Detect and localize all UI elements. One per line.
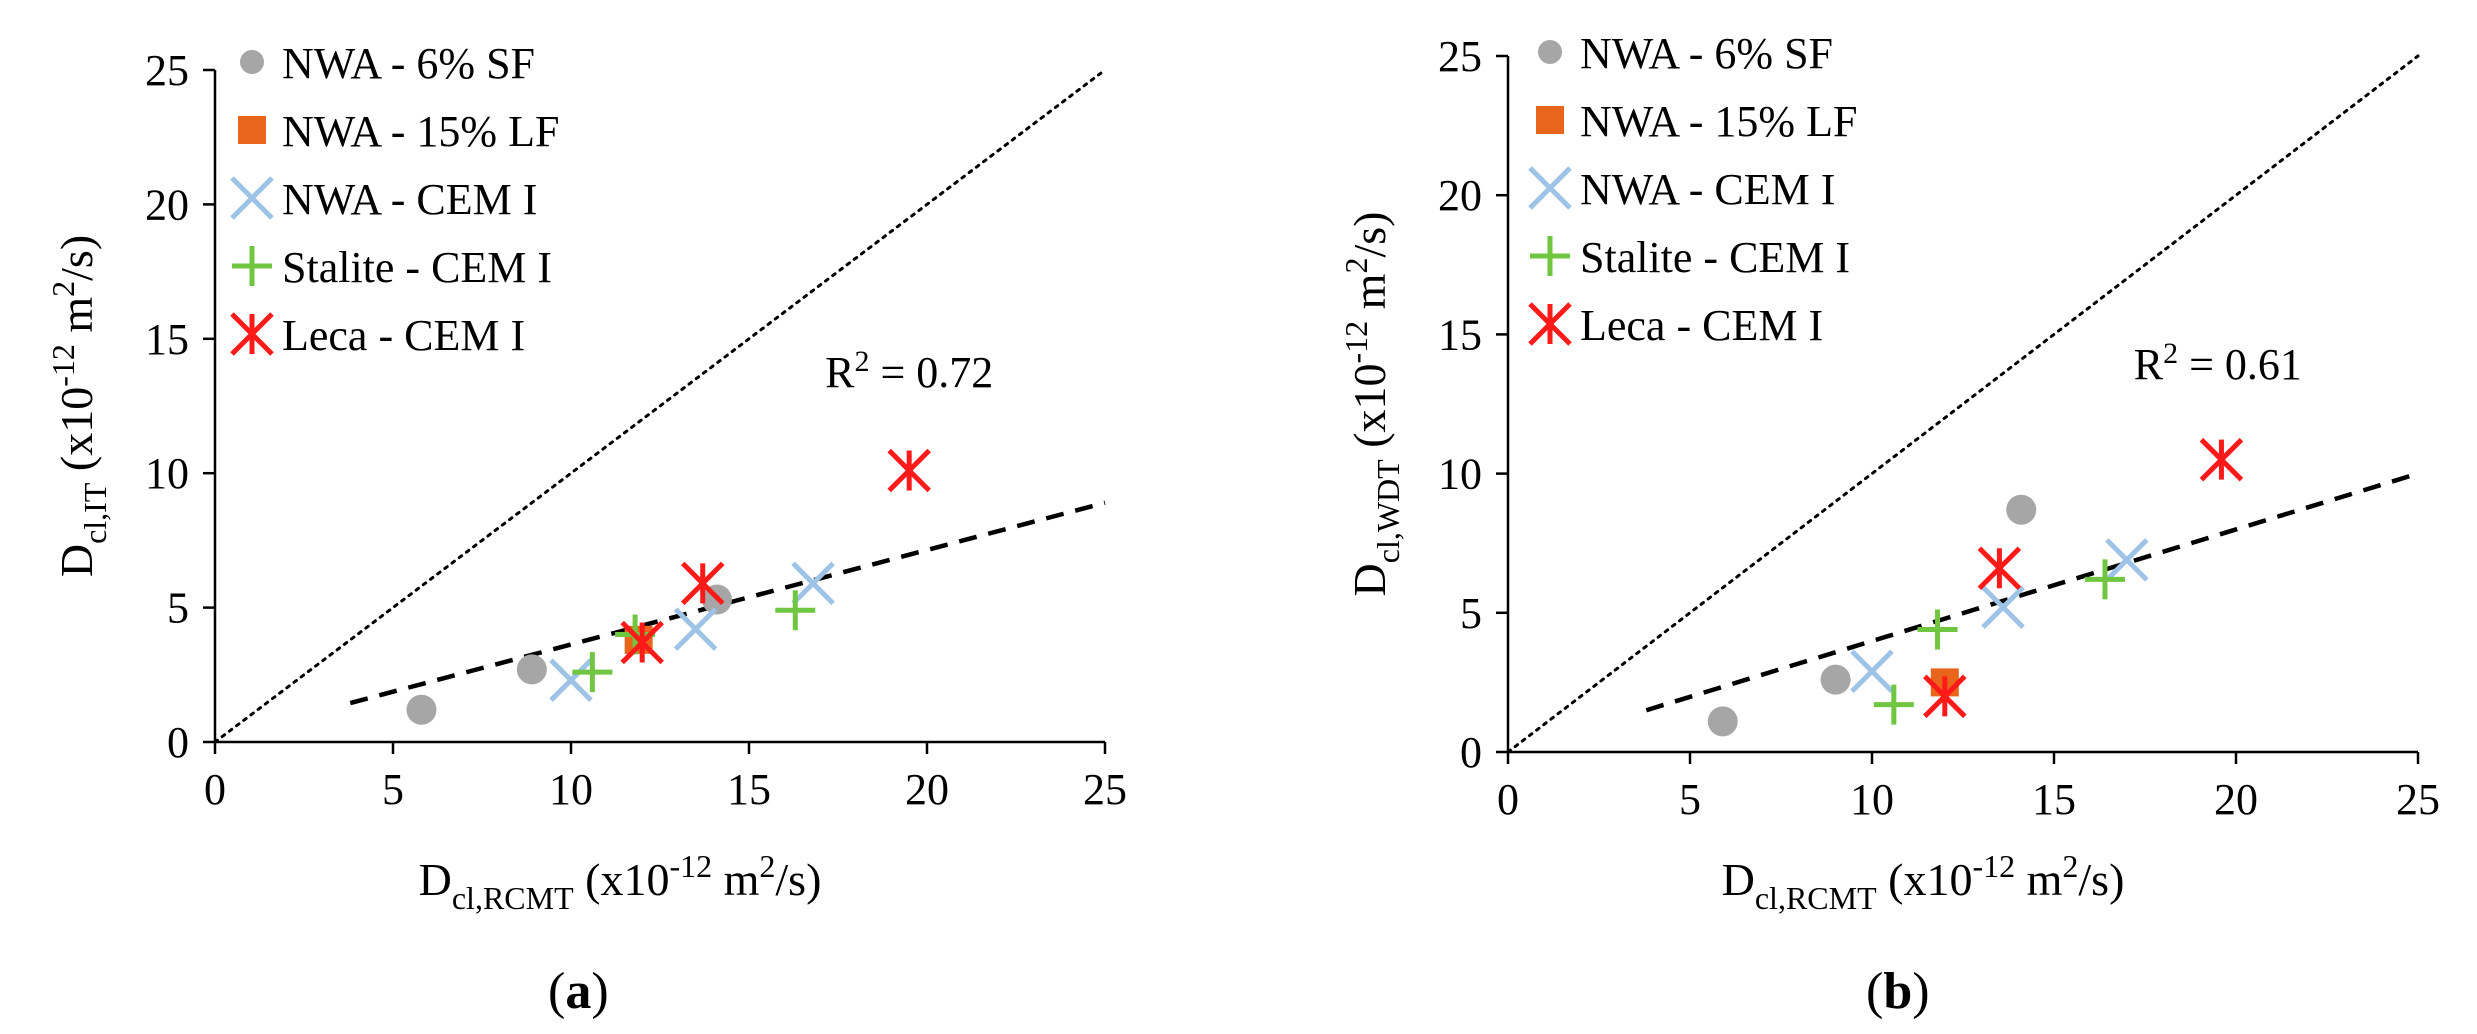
x-tick-label: 20 — [2214, 775, 2258, 824]
series-star-a — [620, 448, 931, 665]
legend-marker — [240, 50, 264, 74]
legend-entry-2: NWA - CEM I — [230, 175, 537, 224]
legend-label: Leca - CEM I — [282, 311, 525, 360]
legend-marker — [1528, 166, 1572, 210]
x-tick-label: 5 — [382, 765, 404, 814]
data-point — [1923, 674, 1967, 719]
y-tick-label: 15 — [1438, 310, 1482, 359]
data-point — [673, 607, 718, 651]
legend-marker — [238, 116, 266, 144]
legend-label: NWA - 6% SF — [1580, 29, 1833, 78]
trend-line-b — [1645, 471, 2419, 713]
legend-marker — [230, 176, 274, 220]
series-x-a — [549, 561, 835, 702]
legend-entry-3: Stalite - CEM I — [232, 243, 552, 292]
y-tick-label: 10 — [145, 449, 189, 498]
y-tick-label: 20 — [1438, 171, 1482, 220]
data-point — [1850, 649, 1894, 694]
data-point — [2084, 559, 2125, 600]
x-tick-label: 25 — [1083, 765, 1127, 814]
y-tick-label: 0 — [167, 718, 189, 767]
data-point — [1873, 684, 1914, 725]
y-tick-label: 10 — [1438, 450, 1482, 499]
y-tick-label: 25 — [1438, 32, 1482, 81]
data-point — [1977, 546, 2022, 591]
legend-entry-2: NWA - CEM I — [1528, 165, 1835, 214]
data-point — [1820, 664, 1851, 695]
x-tick-label: 0 — [204, 765, 226, 814]
legend-entry-1: NWA - 15% LF — [1536, 97, 1857, 146]
x-tick-label: 25 — [2396, 775, 2440, 824]
data-point — [775, 590, 816, 631]
y-tick-label: 0 — [1460, 728, 1482, 777]
x-tick-label: 20 — [905, 765, 949, 814]
x-tick-label: 5 — [1679, 775, 1701, 824]
data-point — [2199, 437, 2244, 482]
legend-entry-4: Leca - CEM I — [230, 311, 525, 360]
scatter-chart-b: 0 5 10 15 20 25 0 5 10 15 20 25 NWA - 6% SF NWA - 15%… — [1338, 29, 2440, 916]
legend-label: NWA - 15% LF — [1580, 97, 1857, 146]
data-point — [1917, 609, 1958, 650]
legend-entry-3: Stalite - CEM I — [1530, 233, 1850, 282]
chart-panel-a: 0 5 10 15 20 25 0 5 10 15 20 25 NWA - 6% SF NWA - 15%… — [0, 0, 1238, 1034]
data-point — [680, 561, 725, 606]
x-tick-label: 10 — [1850, 775, 1894, 824]
series-plus-b — [1873, 559, 2125, 725]
legend-marker — [1528, 302, 1572, 346]
series-star-b — [1923, 437, 2244, 719]
x-tick-label: 0 — [1497, 775, 1519, 824]
series-plus-a — [572, 590, 816, 693]
legend-label: NWA - CEM I — [1580, 165, 1835, 214]
r-squared-annotation-a: R2 = 0.72 — [825, 345, 993, 397]
series-circle-a — [406, 584, 732, 725]
y-tick-label: 5 — [1460, 589, 1482, 638]
legend-label: NWA - 15% LF — [282, 107, 559, 156]
data-point — [2006, 494, 2037, 525]
legend-entry-0: NWA - 6% SF — [240, 39, 535, 88]
legend-entry-1: NWA - 15% LF — [238, 107, 559, 156]
x-tick-label: 15 — [2032, 775, 2076, 824]
y-tick-label: 25 — [145, 46, 189, 95]
legend-label: Leca - CEM I — [1580, 301, 1823, 350]
scatter-chart-a: 0 5 10 15 20 25 0 5 10 15 20 25 NWA - 6% SF NWA - 15%… — [45, 39, 1127, 916]
x-tick-label: 15 — [727, 765, 771, 814]
data-point — [791, 561, 835, 606]
legend-marker — [1538, 40, 1562, 64]
panel-caption-b: (b) — [1866, 963, 1930, 1020]
data-point — [887, 448, 931, 493]
data-point — [2105, 538, 2149, 582]
reference-line-b — [1506, 54, 2420, 754]
legend-marker — [1530, 236, 1570, 276]
x-axis-label-a: Dcl,RCMT (x10-12 m2/s) — [419, 848, 822, 916]
legend-marker — [232, 246, 272, 286]
legend-entry-0: NWA - 6% SF — [1538, 29, 1833, 78]
y-tick-label: 5 — [167, 584, 189, 633]
x-tick-label: 10 — [549, 765, 593, 814]
legend-marker — [230, 312, 274, 356]
data-point — [549, 658, 593, 702]
data-point — [406, 694, 437, 725]
legend-entry-4: Leca - CEM I — [1528, 301, 1823, 350]
legend-marker — [1536, 106, 1564, 134]
data-point — [620, 620, 664, 665]
legend-label: Stalite - CEM I — [1580, 233, 1850, 282]
chart-panel-b: 0 5 10 15 20 25 0 5 10 15 20 25 NWA - 6% SF NWA - 15%… — [1238, 0, 2477, 1034]
series-x-b — [1850, 538, 2149, 694]
data-point — [516, 654, 547, 685]
x-axis-label-b: Dcl,RCMT (x10-12 m2/s) — [1722, 848, 2125, 916]
data-point — [572, 652, 613, 693]
legend-label: NWA - 6% SF — [282, 39, 535, 88]
series-circle-b — [1707, 494, 2037, 737]
data-point — [1981, 585, 2025, 629]
legend-label: NWA - CEM I — [282, 175, 537, 224]
panel-caption-a: (a) — [548, 963, 609, 1020]
legend-label: Stalite - CEM I — [282, 243, 552, 292]
reference-line-a — [213, 68, 1107, 744]
y-axis-label-b: Dcl,WDT (x10-12 m2/s) — [1338, 212, 1406, 597]
data-point — [1707, 706, 1738, 737]
y-tick-label: 20 — [145, 180, 189, 229]
r-squared-annotation-b: R2 = 0.61 — [2134, 337, 2302, 389]
y-tick-label: 15 — [145, 315, 189, 364]
y-axis-label-a: Dcl,IT (x10-12 m2/s) — [45, 235, 113, 577]
